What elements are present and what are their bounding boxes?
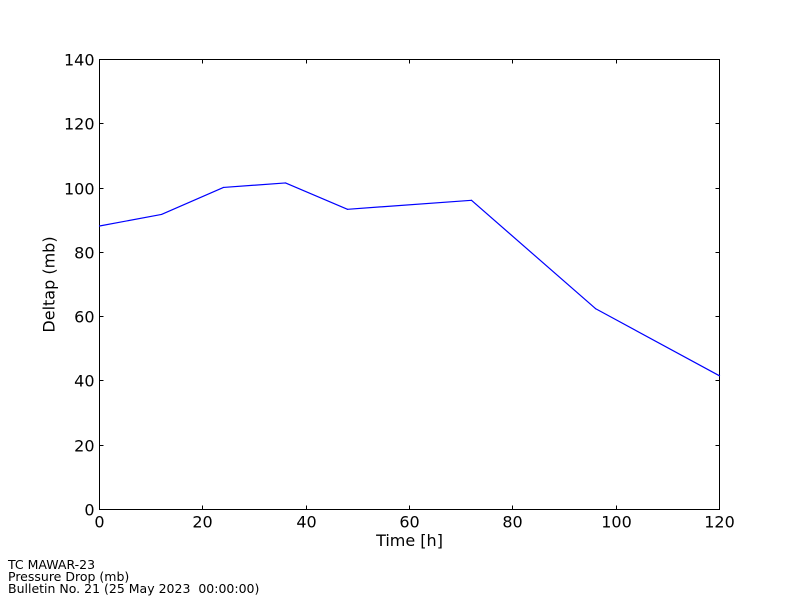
y-tick-label: 140 bbox=[64, 51, 95, 70]
axis-ticks bbox=[99, 59, 720, 510]
y-tick-label: 60 bbox=[74, 308, 94, 327]
data-point bbox=[594, 308, 597, 310]
caption-storm-name: TC MAWAR-23 bbox=[8, 557, 96, 572]
x-tick-label: 80 bbox=[502, 513, 522, 532]
y-tick-label: 120 bbox=[64, 115, 95, 134]
x-tick-label: 100 bbox=[601, 513, 632, 532]
x-axis-label: Time [h] bbox=[375, 531, 443, 550]
y-tick-label: 80 bbox=[74, 244, 94, 263]
data-point bbox=[346, 208, 349, 210]
y-tick-label: 40 bbox=[74, 372, 94, 391]
y-axis-label: Deltap (mb) bbox=[40, 236, 59, 332]
x-tick-label: 120 bbox=[704, 513, 735, 532]
x-tick-label: 40 bbox=[296, 513, 316, 532]
plot-area-frame bbox=[99, 59, 720, 510]
caption-variable: Pressure Drop (mb) bbox=[8, 569, 130, 584]
x-tick-label: 60 bbox=[399, 513, 419, 532]
y-tick-label: 20 bbox=[74, 437, 94, 456]
y-tick-label: 0 bbox=[84, 501, 94, 520]
data-point bbox=[98, 225, 101, 227]
data-point bbox=[284, 182, 287, 184]
data-point bbox=[160, 213, 163, 216]
data-point bbox=[222, 186, 225, 189]
data-point bbox=[470, 199, 473, 201]
data-point bbox=[718, 375, 721, 377]
pressure-drop-line bbox=[99, 182, 720, 377]
y-tick-label: 100 bbox=[64, 180, 95, 199]
caption-bulletin: Bulletin No. 21 (25 May 2023 00:00:00) bbox=[8, 581, 260, 596]
tick-labels: 0 20 40 60 80 100 120 0 20 40 60 80 100 120 140 bbox=[64, 51, 735, 532]
series-layer bbox=[98, 182, 721, 377]
x-tick-label: 0 bbox=[94, 513, 104, 532]
x-tick-label: 20 bbox=[192, 513, 212, 532]
